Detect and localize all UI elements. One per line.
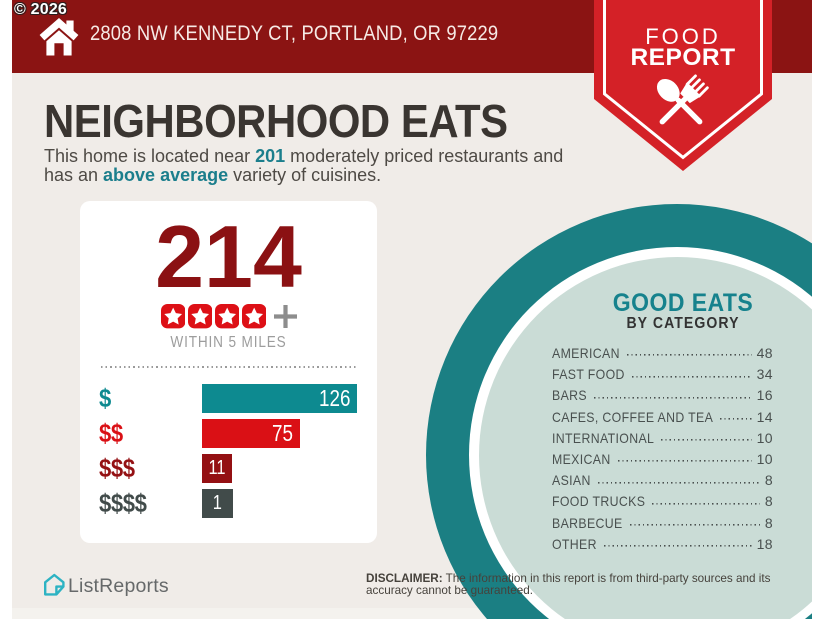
price-tier-bar: 126 xyxy=(202,384,357,413)
bar-row: $126 xyxy=(80,382,377,413)
category-value: 14 xyxy=(756,408,773,425)
subtitle-accent: above average xyxy=(103,165,229,185)
category-row: FOOD TRUCKS 8 xyxy=(552,493,773,514)
property-address: 2808 NW KENNEDY CT, PORTLAND, OR 97229 xyxy=(90,22,499,45)
radius-note: WITHIN 5 MILES xyxy=(170,334,287,351)
summary-card: 214 WITHIN 5 MILES $126 $$ 75 $$$ 11 $$$$ 1 xyxy=(80,201,377,543)
category-row: MEXICAN 10 xyxy=(552,451,773,472)
good-eats-title: GOOD EATS xyxy=(612,289,754,317)
disclaimer: DISCLAIMER: The information in this repo… xyxy=(366,571,780,598)
star-rating xyxy=(80,304,377,329)
disclaimer-label: DISCLAIMER: xyxy=(366,571,443,585)
category-label: FAST FOOD xyxy=(552,366,625,383)
bar-row: $$$ 11 xyxy=(80,452,377,483)
price-tier-label: $ xyxy=(99,382,111,413)
category-row: ASIAN 8 xyxy=(552,472,773,493)
dotted-leader xyxy=(593,388,752,401)
badge-line2: REPORT xyxy=(630,44,736,71)
copyright-text: © 2026 xyxy=(14,1,68,18)
dotted-leader xyxy=(720,409,752,422)
category-value: 10 xyxy=(756,429,773,446)
bar-value: 1 xyxy=(212,492,222,514)
category-row: BARBECUE 8 xyxy=(552,515,773,536)
dotted-leader xyxy=(617,451,752,464)
cutlery-icon xyxy=(656,74,709,125)
star-icon xyxy=(160,304,186,329)
dotted-leader xyxy=(626,346,752,358)
star-icon xyxy=(187,304,213,329)
bar-value: 75 xyxy=(271,420,293,446)
infographic-canvas: © 2026 2808 NW KENNEDY CT, PORTLAND, OR … xyxy=(12,0,812,619)
by-category-subtitle: BY CATEGORY xyxy=(626,315,740,332)
subtitle-part3: variety of cuisines. xyxy=(228,165,382,185)
category-value: 34 xyxy=(756,366,773,383)
listreports-logo-icon xyxy=(44,573,65,596)
badge-line1: FOOD xyxy=(645,24,721,49)
bar-row: $$ 75 xyxy=(80,417,377,448)
category-label: AMERICAN xyxy=(552,345,620,361)
category-value: 8 xyxy=(764,493,773,510)
subtitle: This home is located near 201 moderately… xyxy=(44,145,589,186)
category-label: BARBECUE xyxy=(552,514,623,531)
page-title: NEIGHBORHOOD EATS xyxy=(44,95,508,147)
total-restaurants: 214 xyxy=(155,207,302,306)
category-value: 48 xyxy=(756,345,773,361)
category-list: AMERICAN 48 FAST FOOD 34 BARS 16 CAFES, COFFEE… xyxy=(552,345,773,557)
category-value: 8 xyxy=(764,472,773,489)
subtitle-part1: This home is located near xyxy=(44,145,256,166)
price-tier-label: $$$$ xyxy=(99,487,147,518)
food-report-badge xyxy=(594,0,772,171)
category-label: FOOD TRUCKS xyxy=(552,493,646,510)
disclaimer-text: The information in this report is from t… xyxy=(366,571,771,597)
category-row: INTERNATIONAL 10 xyxy=(552,430,773,451)
dotted-leader xyxy=(661,430,752,443)
bar-row: $$$$ 1 xyxy=(80,487,377,518)
category-label: BARS xyxy=(552,387,587,404)
category-label: ASIAN xyxy=(552,472,591,489)
price-tier-label: $$$ xyxy=(99,452,135,483)
dotted-leader xyxy=(631,367,752,380)
dotted-leader xyxy=(629,515,760,528)
bar-value: 126 xyxy=(318,385,351,411)
category-row: OTHER 18 xyxy=(552,536,773,557)
category-row: AMERICAN 48 xyxy=(552,345,773,366)
dotted-leader xyxy=(597,473,760,486)
home-icon xyxy=(39,18,79,56)
bar-value: 11 xyxy=(208,457,226,479)
plus-icon xyxy=(274,305,298,328)
category-row: CAFES, COFFEE AND TEA 14 xyxy=(552,409,773,430)
category-value: 10 xyxy=(756,450,773,467)
listreports-brand-name: ListReports xyxy=(68,575,169,597)
subtitle-part2: moderately priced restaurants and has an xyxy=(44,145,564,185)
category-value: 16 xyxy=(756,387,773,404)
category-value: 18 xyxy=(756,535,773,552)
dotted-divider xyxy=(101,366,357,368)
category-value: 8 xyxy=(764,514,773,531)
good-eats-circle-group xyxy=(12,0,812,619)
price-tier-bar: 75 xyxy=(202,419,300,448)
dotted-leader xyxy=(652,494,760,507)
subtitle-count: 201 xyxy=(255,145,286,166)
bottom-strip xyxy=(12,608,812,619)
category-label: CAFES, COFFEE AND TEA xyxy=(552,408,714,425)
category-row: FAST FOOD 34 xyxy=(552,366,773,387)
price-tier-bar: 1 xyxy=(202,489,233,518)
star-icon xyxy=(214,304,240,329)
category-label: OTHER xyxy=(552,535,597,552)
category-row: BARS 16 xyxy=(552,387,773,408)
category-label: INTERNATIONAL xyxy=(552,429,655,446)
circle-pale-fill xyxy=(478,256,812,619)
price-tier-label: $$ xyxy=(99,417,123,448)
dotted-leader xyxy=(603,536,752,549)
star-icon xyxy=(241,304,267,329)
price-tier-bar: 11 xyxy=(202,454,232,483)
category-label: MEXICAN xyxy=(552,450,611,467)
